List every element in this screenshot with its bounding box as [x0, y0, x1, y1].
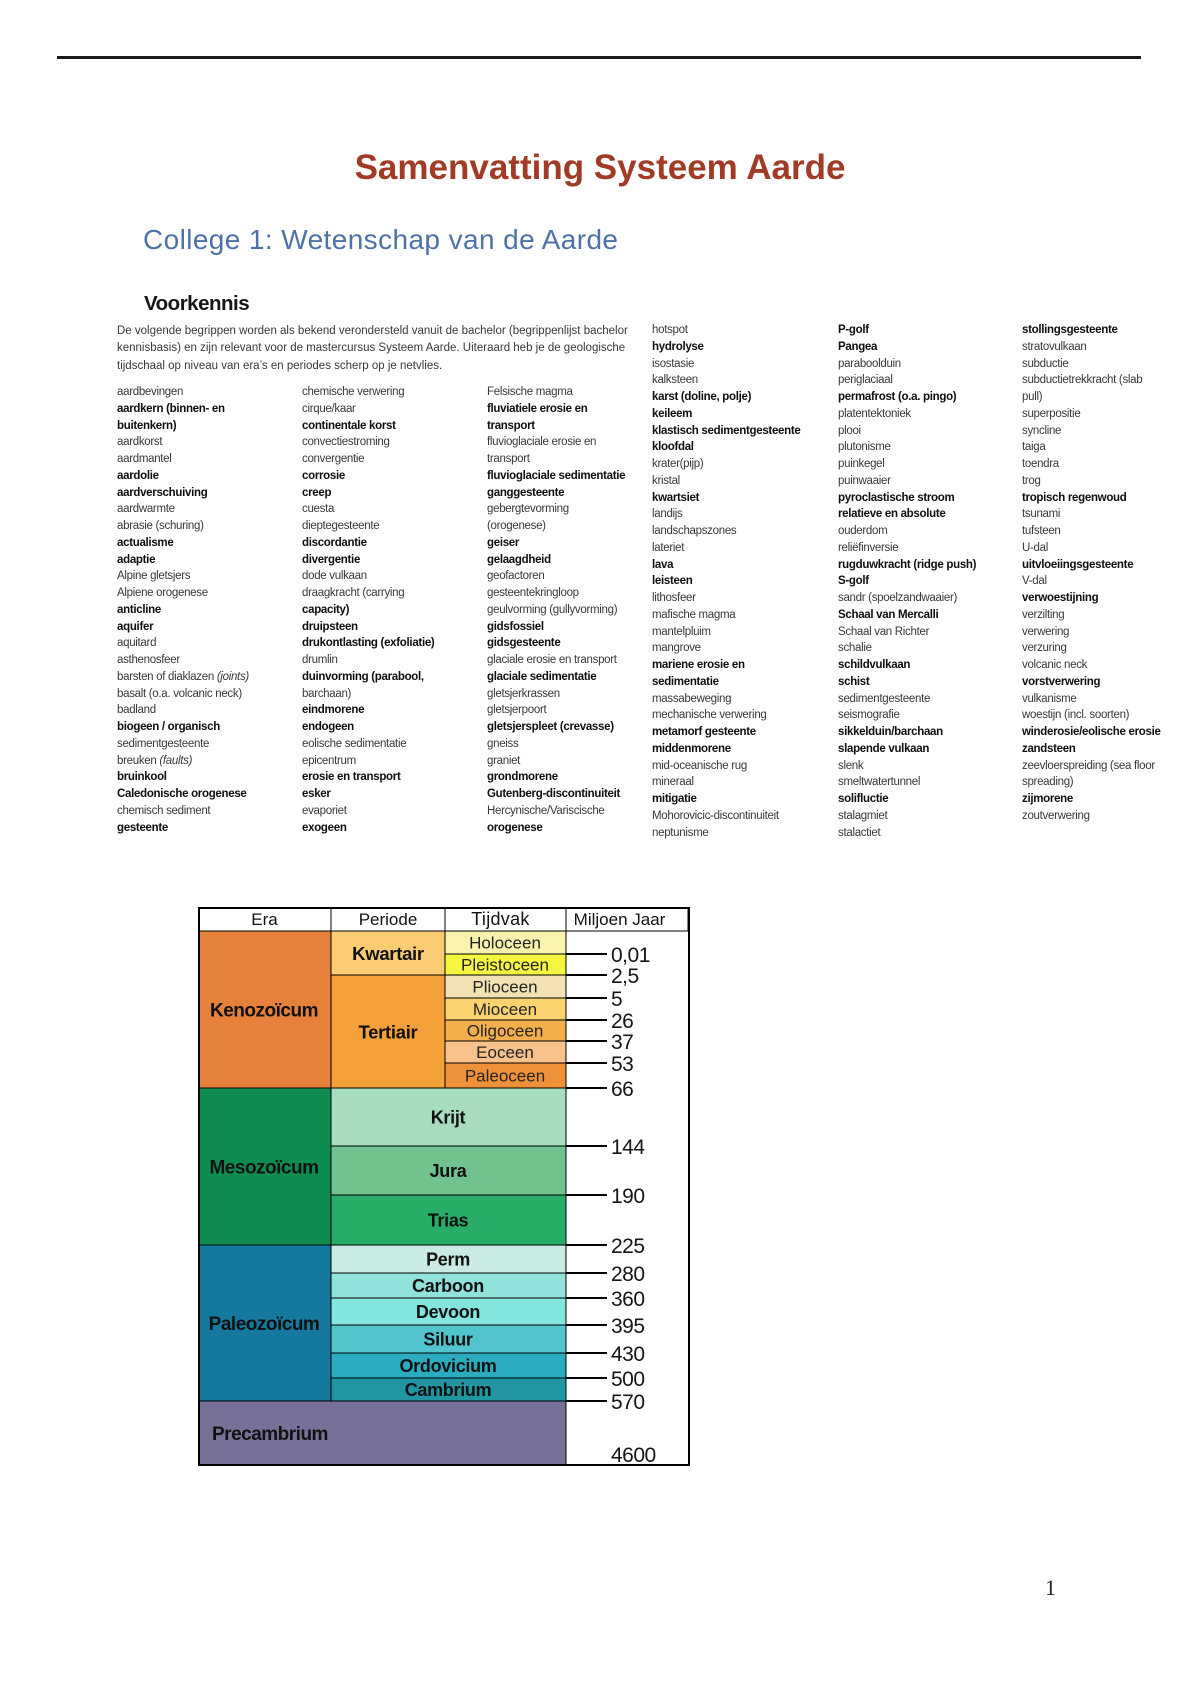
svg-text:Krijt: Krijt: [431, 1108, 466, 1128]
svg-text:Kenozoïcum: Kenozoïcum: [210, 1001, 318, 1022]
svg-text:Holoceen: Holoceen: [469, 934, 541, 953]
svg-text:Plioceen: Plioceen: [472, 978, 537, 997]
svg-text:Paleoceen: Paleoceen: [465, 1067, 545, 1086]
svg-text:Tertiair: Tertiair: [359, 1022, 418, 1043]
svg-text:500: 500: [611, 1368, 645, 1391]
svg-text:Kwartair: Kwartair: [352, 943, 424, 964]
svg-text:0,01: 0,01: [611, 944, 650, 967]
svg-text:395: 395: [611, 1315, 645, 1338]
svg-text:Oligoceen: Oligoceen: [467, 1022, 544, 1041]
svg-text:225: 225: [611, 1235, 645, 1258]
svg-text:Precambrium: Precambrium: [212, 1424, 328, 1445]
svg-text:Devoon: Devoon: [416, 1302, 480, 1322]
svg-text:Miljoen Jaar: Miljoen Jaar: [574, 910, 666, 929]
svg-text:360: 360: [611, 1288, 645, 1311]
svg-text:430: 430: [611, 1343, 645, 1366]
svg-text:37: 37: [611, 1031, 633, 1054]
svg-text:Pleistoceen: Pleistoceen: [461, 956, 549, 975]
svg-text:Ordovicium: Ordovicium: [399, 1356, 496, 1376]
svg-text:5: 5: [611, 988, 622, 1011]
svg-text:Trias: Trias: [428, 1211, 469, 1231]
svg-text:Eoceen: Eoceen: [476, 1043, 534, 1062]
svg-text:Cambrium: Cambrium: [405, 1380, 492, 1400]
svg-text:Mesozoïcum: Mesozoïcum: [209, 1158, 318, 1179]
svg-text:570: 570: [611, 1391, 645, 1414]
svg-text:26: 26: [611, 1010, 633, 1033]
svg-text:4600: 4600: [611, 1444, 656, 1467]
svg-text:Era: Era: [251, 910, 278, 929]
svg-text:Mioceen: Mioceen: [473, 1000, 537, 1019]
svg-text:2,5: 2,5: [611, 965, 639, 988]
svg-text:Siluur: Siluur: [423, 1330, 472, 1350]
svg-text:Perm: Perm: [426, 1250, 470, 1270]
svg-text:Paleozoïcum: Paleozoïcum: [209, 1314, 320, 1335]
svg-text:Periode: Periode: [359, 910, 418, 929]
svg-text:Jura: Jura: [430, 1161, 468, 1181]
svg-text:Tijdvak: Tijdvak: [471, 909, 530, 929]
svg-text:280: 280: [611, 1263, 645, 1286]
svg-text:53: 53: [611, 1053, 633, 1076]
svg-text:144: 144: [611, 1136, 645, 1159]
svg-text:66: 66: [611, 1078, 633, 1101]
svg-text:190: 190: [611, 1185, 645, 1208]
svg-text:Carboon: Carboon: [412, 1276, 484, 1296]
